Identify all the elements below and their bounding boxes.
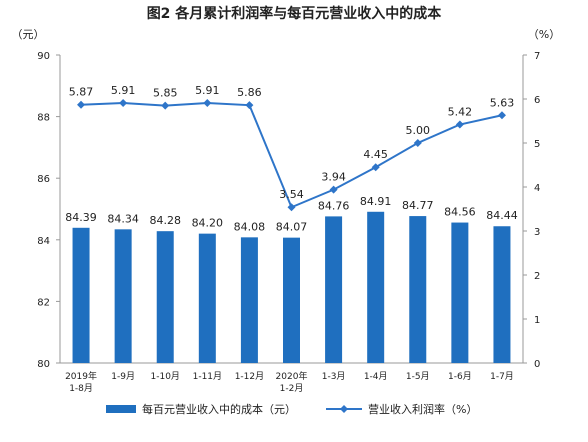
legend-line-marker	[340, 405, 348, 413]
category-label: 1-4月	[364, 371, 388, 382]
right-tick-label: 4	[534, 183, 540, 194]
bar-data-label: 84.34	[107, 212, 139, 225]
category-labels: 2019年 1-8月 1-9月 1-10月 1-11月 1-12月 2020年 1-2月 1-3…	[65, 370, 514, 394]
bar	[283, 237, 300, 363]
category-label: 1-9月	[111, 371, 135, 382]
right-tick-label: 0	[534, 359, 540, 370]
category-label-line: 1-12月	[235, 371, 264, 382]
left-tick-label: 86	[37, 174, 50, 185]
left-axis-ticks: 80 82 84 86 88 90	[37, 51, 60, 370]
bar-data-label: 84.77	[402, 199, 434, 212]
bar	[325, 216, 343, 363]
legend-bar-label: 每百元营业收入中的成本（元）	[142, 402, 296, 416]
bar-data-label: 84.28	[149, 214, 181, 227]
bar	[72, 227, 90, 363]
category-label-line: 2019年	[65, 370, 97, 382]
bar-data-label: 84.08	[234, 220, 266, 233]
bar	[493, 226, 511, 363]
category-label-line: 1-7月	[490, 371, 514, 382]
left-tick-label: 88	[37, 113, 50, 124]
bar-data-label: 84.39	[65, 211, 97, 224]
left-tick-label: 82	[37, 297, 50, 308]
right-tick-label: 5	[534, 139, 540, 150]
line-data-label: 3.94	[321, 171, 346, 184]
legend-bar-swatch	[106, 405, 136, 413]
line-point	[119, 98, 128, 107]
right-tick-label: 7	[534, 51, 540, 62]
bar-data-label: 84.44	[486, 209, 518, 222]
bar	[367, 211, 385, 363]
category-label-line: 2020年	[276, 370, 308, 382]
line-data-label: 5.42	[448, 106, 473, 119]
line-point	[287, 203, 296, 212]
category-label: 1-5月	[406, 371, 430, 382]
right-axis-unit: （%）	[528, 28, 560, 41]
category-label: 1-12月	[235, 371, 264, 382]
left-axis-unit: （元）	[12, 28, 45, 41]
right-tick-label: 2	[534, 271, 540, 282]
line-point	[77, 100, 86, 109]
category-label-line: 1-5月	[406, 371, 430, 382]
line-series	[77, 98, 506, 212]
right-tick-label: 1	[534, 315, 540, 326]
bar-data-labels: 84.39 84.34 84.28 84.20 84.08 84.07 84.76 84.91…	[65, 195, 517, 234]
left-tick-label: 84	[37, 236, 50, 247]
line-data-label: 5.86	[237, 86, 262, 99]
category-label: 1-7月	[490, 371, 514, 382]
bar-data-label: 84.56	[444, 206, 476, 219]
category-label-line: 1-8月	[69, 383, 93, 394]
category-label-line: 1-9月	[111, 371, 135, 382]
bar-data-label: 84.91	[360, 195, 392, 208]
category-label-line: 1-2月	[280, 383, 304, 394]
category-label-line: 1-3月	[322, 371, 346, 382]
left-tick-label: 90	[37, 51, 50, 62]
category-label-line: 1-10月	[151, 371, 180, 382]
category-label-line: 1-4月	[364, 371, 388, 382]
line-point	[413, 139, 422, 147]
line-data-label: 4.45	[363, 148, 388, 161]
category-label: 2019年 1-8月	[65, 370, 97, 394]
bar	[198, 233, 216, 363]
right-tick-label: 3	[534, 227, 540, 238]
line-data-label: 5.91	[195, 84, 220, 97]
category-label-line: 1-6月	[448, 371, 472, 382]
bar-series	[72, 211, 511, 363]
category-label: 1-3月	[322, 371, 346, 382]
line-data-label: 5.85	[153, 87, 178, 100]
legend: 每百元营业收入中的成本（元） 营业收入利润率（%）	[106, 402, 477, 416]
legend-line-label: 营业收入利润率（%）	[368, 402, 477, 416]
bar	[451, 222, 469, 363]
bar-data-label: 84.20	[192, 217, 224, 230]
bar	[240, 237, 258, 363]
line-data-label: 5.87	[69, 86, 94, 99]
line-point	[455, 120, 464, 129]
category-label: 1-10月	[151, 371, 180, 382]
left-tick-label: 80	[37, 359, 50, 370]
category-label-line: 1-11月	[193, 371, 222, 382]
line-point	[161, 101, 170, 110]
bar-data-label: 84.76	[318, 199, 350, 212]
line-data-label: 5.91	[111, 84, 136, 97]
line-point	[203, 98, 212, 107]
category-label: 1-11月	[193, 371, 222, 382]
bar	[409, 216, 427, 363]
category-label: 2020年 1-2月	[276, 370, 308, 394]
category-label: 1-6月	[448, 371, 472, 382]
line-data-label: 5.00	[406, 124, 431, 137]
line-data-labels: 5.87 5.91 5.85 5.91 5.86 3.54 3.94 4.45 5.00 5.42…	[69, 84, 514, 201]
bar	[114, 229, 132, 363]
line-data-label: 3.54	[279, 188, 304, 201]
chart-title: 图2 各月累计利润率与每百元营业收入中的成本	[147, 5, 443, 22]
bar	[156, 231, 174, 363]
line-point	[329, 185, 338, 194]
line-point	[245, 101, 254, 110]
line-data-label: 5.63	[490, 96, 515, 109]
right-axis-ticks: 0 1 2 3 4 5 6 7	[523, 51, 540, 370]
bar-data-label: 84.07	[276, 221, 308, 234]
right-tick-label: 6	[534, 95, 540, 106]
line-point	[497, 111, 506, 120]
line-point	[371, 163, 380, 172]
